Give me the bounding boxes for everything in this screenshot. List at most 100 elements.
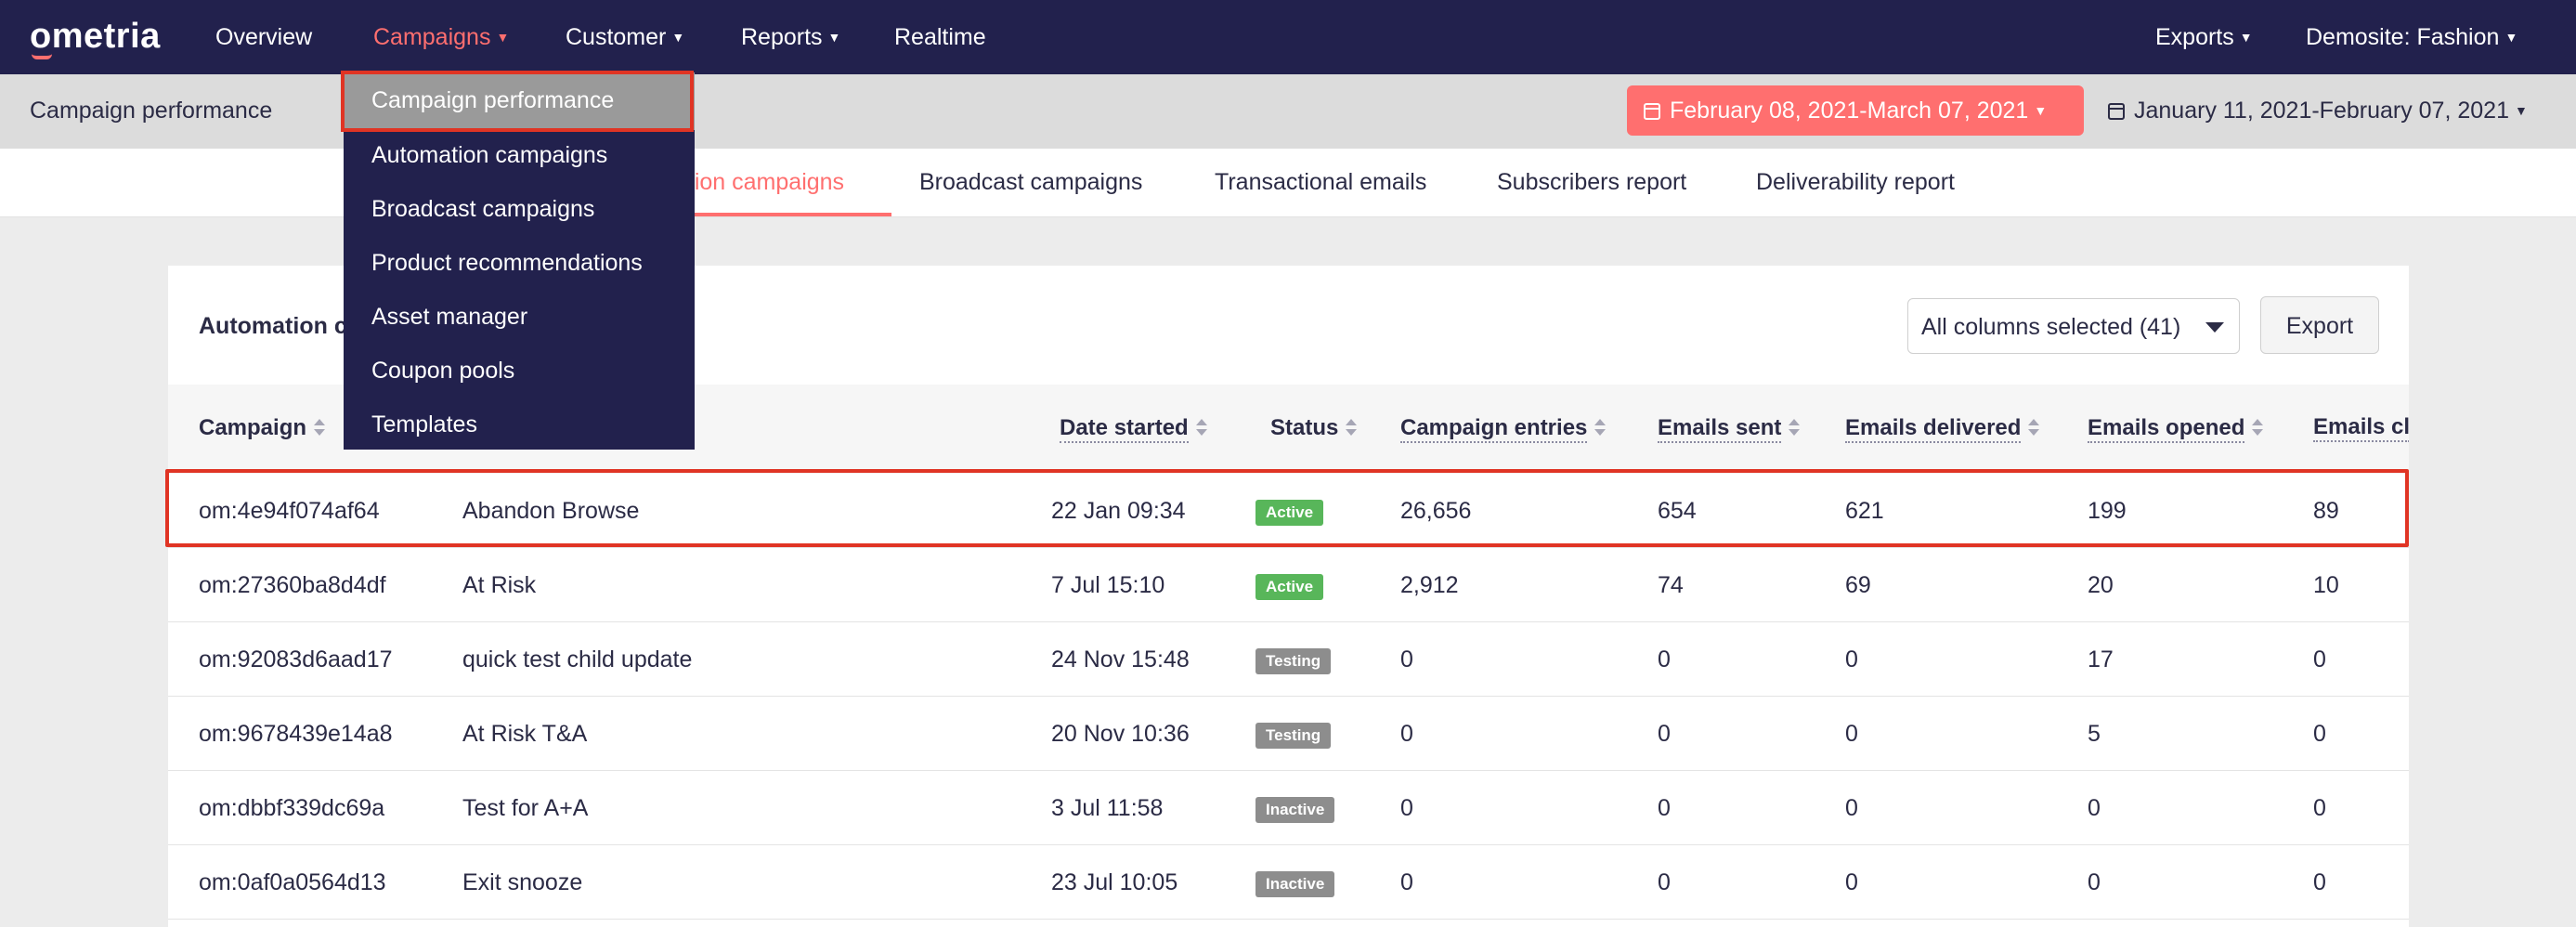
table-row[interactable]: om:9678439e14a8 At Risk T&A 20 Nov 10:36…	[168, 697, 2409, 771]
menu-item-coupon-pools[interactable]: Coupon pools	[371, 358, 515, 384]
compare-date-range-picker[interactable]: January 11, 2021-February 07, 2021 ▼	[2091, 85, 2537, 136]
tab-transactional-emails[interactable]: Transactional emails	[1215, 169, 1427, 195]
cell-campaign-entries: 26,656	[1400, 498, 1472, 524]
cell-date-started: 7 Jul 15:10	[1051, 572, 1165, 598]
sort-icon	[2028, 418, 2040, 438]
column-label: Campaign entries	[1400, 415, 1588, 443]
page-title: Campaign performance	[30, 98, 273, 124]
nav-customer[interactable]: Customer ▼	[566, 24, 684, 51]
cell-campaign-id[interactable]: om:4e94f074af64	[199, 498, 380, 524]
caret-down-icon: ▼	[2239, 30, 2253, 45]
cell-emails-opened: 0	[2088, 869, 2101, 895]
cell-date-started: 20 Nov 10:36	[1051, 721, 1190, 747]
top-navbar: ometria Overview Campaigns ▼ Customer ▼ Re…	[0, 0, 2576, 74]
cell-campaign-id[interactable]: om:92083d6aad17	[199, 646, 393, 672]
tab-subscribers-report[interactable]: Subscribers report	[1497, 169, 1687, 195]
column-header-emails-opened[interactable]: Emails opened	[2088, 414, 2264, 443]
menu-item-product-recommendations[interactable]: Product recommendations	[371, 250, 643, 276]
logo-swoosh	[32, 54, 52, 59]
status-badge: Active	[1255, 500, 1324, 526]
tab-deliverability-report[interactable]: Deliverability report	[1756, 169, 1955, 195]
table-row[interactable]: om:27360ba8d4df At Risk 7 Jul 15:10 Acti…	[168, 548, 2409, 622]
column-header-emails-delivered[interactable]: Emails delivered	[1845, 414, 2040, 443]
cell-emails-sent: 0	[1658, 646, 1671, 672]
sort-icon	[1594, 418, 1607, 438]
nav-realtime[interactable]: Realtime	[894, 24, 986, 51]
table-row[interactable]: om:0af0a0564d13 Exit snooze 23 Jul 10:05…	[168, 845, 2409, 920]
status-badge: Testing	[1255, 648, 1332, 674]
cell-emails-opened: 17	[2088, 646, 2114, 672]
caret-down-icon: ▼	[2034, 103, 2048, 118]
cell-campaign-name[interactable]: Abandon Browse	[462, 498, 640, 524]
menu-item-asset-manager[interactable]: Asset manager	[371, 304, 528, 330]
dropdown-arrow-icon	[2205, 322, 2224, 333]
cell-campaign-entries: 2,912	[1400, 572, 1459, 598]
cell-date-started: 22 Jan 09:34	[1051, 498, 1186, 524]
nav-overview[interactable]: Overview	[215, 24, 312, 51]
date-range-compare-text: January 11, 2021-February 07, 2021	[2134, 98, 2509, 124]
column-header-campaign[interactable]: Campaign	[199, 414, 326, 441]
cell-emails-delivered: 69	[1845, 572, 1871, 598]
cell-emails-delivered: 0	[1845, 795, 1858, 821]
nav-reports[interactable]: Reports ▼	[741, 24, 840, 51]
cell-campaign-name[interactable]: Exit snooze	[462, 869, 583, 895]
menu-item-templates[interactable]: Templates	[371, 411, 477, 437]
export-button[interactable]: Export	[2260, 296, 2379, 354]
cell-campaign-id[interactable]: om:0af0a0564d13	[199, 869, 386, 895]
table-row[interactable]: om:4e94f074af64 Abandon Browse 22 Jan 09…	[168, 474, 2409, 548]
nav-campaigns[interactable]: Campaigns ▼	[373, 24, 509, 51]
automation-campaigns-card: Automation c All columns selected (41) E…	[168, 266, 2409, 927]
sort-icon	[314, 418, 326, 438]
cell-campaign-name[interactable]: Test for A+A	[462, 795, 589, 821]
tab-broadcast-campaigns[interactable]: Broadcast campaigns	[919, 169, 1143, 195]
column-header-campaign-entries[interactable]: Campaign entries	[1400, 414, 1607, 443]
menu-item-campaign-performance[interactable]: Campaign performance	[371, 87, 615, 113]
menu-item-automation-campaigns[interactable]: Automation campaigns	[371, 142, 608, 168]
cell-emails-sent: 0	[1658, 721, 1671, 747]
caret-down-icon: ▼	[2514, 103, 2528, 118]
columns-select[interactable]: All columns selected (41)	[1907, 298, 2240, 354]
cell-campaign-name[interactable]: At Risk	[462, 572, 537, 598]
cell-emails-sent: 74	[1658, 572, 1684, 598]
cell-emails-clicked: 89	[2313, 498, 2339, 524]
column-label: Emails delivered	[1845, 415, 2022, 443]
cell-emails-delivered: 0	[1845, 721, 1858, 747]
status-badge: Inactive	[1255, 871, 1335, 897]
cell-campaign-name[interactable]: quick test child update	[462, 646, 693, 672]
caret-down-icon: ▼	[671, 30, 685, 45]
cell-emails-sent: 0	[1658, 795, 1671, 821]
cell-campaign-entries: 0	[1400, 721, 1413, 747]
cell-emails-delivered: 0	[1845, 646, 1858, 672]
column-label: Date started	[1060, 415, 1189, 443]
cell-emails-opened: 0	[2088, 795, 2101, 821]
column-header-emails-sent[interactable]: Emails sent	[1658, 414, 1801, 443]
columns-select-value: All columns selected (41)	[1921, 314, 2181, 340]
date-range-picker[interactable]: February 08, 2021-March 07, 2021 ▼	[1627, 85, 2084, 136]
column-label: Emails opened	[2088, 415, 2245, 443]
cell-campaign-name[interactable]: At Risk T&A	[462, 721, 588, 747]
card-title: Automation c	[199, 313, 347, 339]
cell-campaign-id[interactable]: om:27360ba8d4df	[199, 572, 386, 598]
nav-account-demosite[interactable]: Demosite: Fashion ▼	[2306, 24, 2517, 51]
nav-overview-label: Overview	[215, 24, 313, 50]
tab-automation-campaigns[interactable]: ation campaigns	[675, 169, 845, 195]
column-header-status[interactable]: Status	[1270, 414, 1358, 441]
calendar-icon	[2108, 103, 2125, 120]
cell-campaign-id[interactable]: om:dbbf339dc69a	[199, 795, 385, 821]
column-header-emails-clicked[interactable]: Emails cl	[2313, 414, 2409, 442]
menu-item-broadcast-campaigns[interactable]: Broadcast campaigns	[371, 196, 595, 222]
column-label: Emails cl	[2313, 414, 2409, 442]
campaigns-dropdown-menu	[344, 72, 695, 450]
cell-campaign-id[interactable]: om:9678439e14a8	[199, 721, 393, 747]
ometria-logo[interactable]: ometria	[30, 17, 161, 56]
table-row[interactable]: om:92083d6aad17 quick test child update …	[168, 622, 2409, 697]
sort-icon	[1346, 418, 1358, 438]
table-row[interactable]: om:dbbf339dc69a Test for A+A 3 Jul 11:58…	[168, 771, 2409, 845]
cell-emails-sent: 0	[1658, 869, 1671, 895]
caret-down-icon: ▼	[2504, 30, 2518, 45]
cell-emails-clicked: 0	[2313, 646, 2326, 672]
nav-exports[interactable]: Exports ▼	[2155, 24, 2253, 51]
caret-down-icon: ▼	[827, 30, 841, 45]
nav-customer-label: Customer	[566, 24, 667, 50]
column-header-date-started[interactable]: Date started	[1060, 414, 1207, 443]
